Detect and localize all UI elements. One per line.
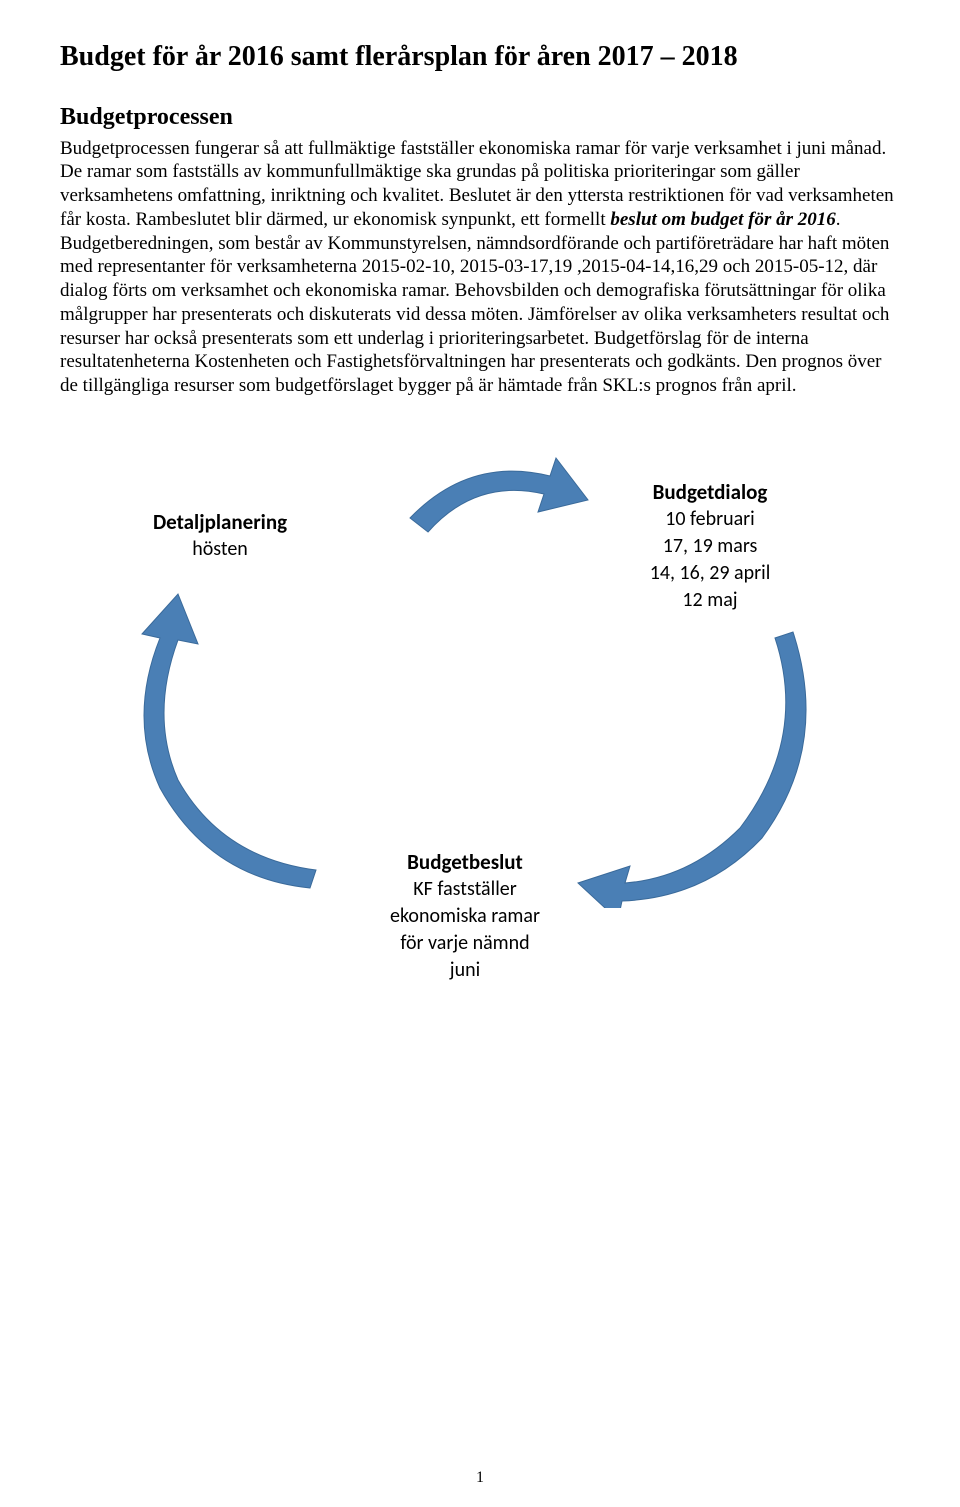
body-paragraph: Budgetprocessen fungerar så att fullmäkt…: [60, 137, 900, 398]
cycle-node-detaljplanering: Detaljplaneringhösten: [120, 508, 320, 563]
arrow-right-icon: [570, 628, 820, 908]
body-text: . Budgetberedningen, som består av Kommu…: [60, 209, 889, 396]
cycle-node-line: juni: [330, 957, 600, 984]
arrow-top-icon: [380, 438, 600, 548]
cycle-node-line: hösten: [120, 536, 320, 563]
cycle-node-line: 14, 16, 29 april: [600, 560, 820, 587]
cycle-node-budgetdialog: Budgetdialog10 februari17, 19 mars14, 16…: [600, 478, 820, 614]
page: Budget för år 2016 samt flerårsplan för …: [0, 0, 960, 1507]
emphasis-text: beslut om budget för år 2016: [610, 209, 835, 230]
page-title: Budget för år 2016 samt flerårsplan för …: [60, 40, 900, 74]
cycle-node-line: 17, 19 mars: [600, 533, 820, 560]
cycle-node-title: Detaljplanering: [120, 508, 320, 536]
cycle-node-budgetbeslut: BudgetbeslutKF fastställerekonomiska ram…: [330, 848, 600, 984]
cycle-node-title: Budgetbeslut: [330, 848, 600, 876]
page-number: 1: [0, 1469, 960, 1487]
process-cycle-diagram: Budgetdialog10 februari17, 19 mars14, 16…: [60, 438, 900, 1058]
cycle-node-line: 12 maj: [600, 587, 820, 614]
section-heading: Budgetprocessen: [60, 104, 900, 131]
cycle-node-line: ekonomiska ramar: [330, 903, 600, 930]
cycle-node-title: Budgetdialog: [600, 478, 820, 506]
cycle-node-line: 10 februari: [600, 506, 820, 533]
cycle-node-line: KF fastställer: [330, 876, 600, 903]
cycle-node-line: för varje nämnd: [330, 930, 600, 957]
arrow-left-icon: [120, 588, 350, 908]
